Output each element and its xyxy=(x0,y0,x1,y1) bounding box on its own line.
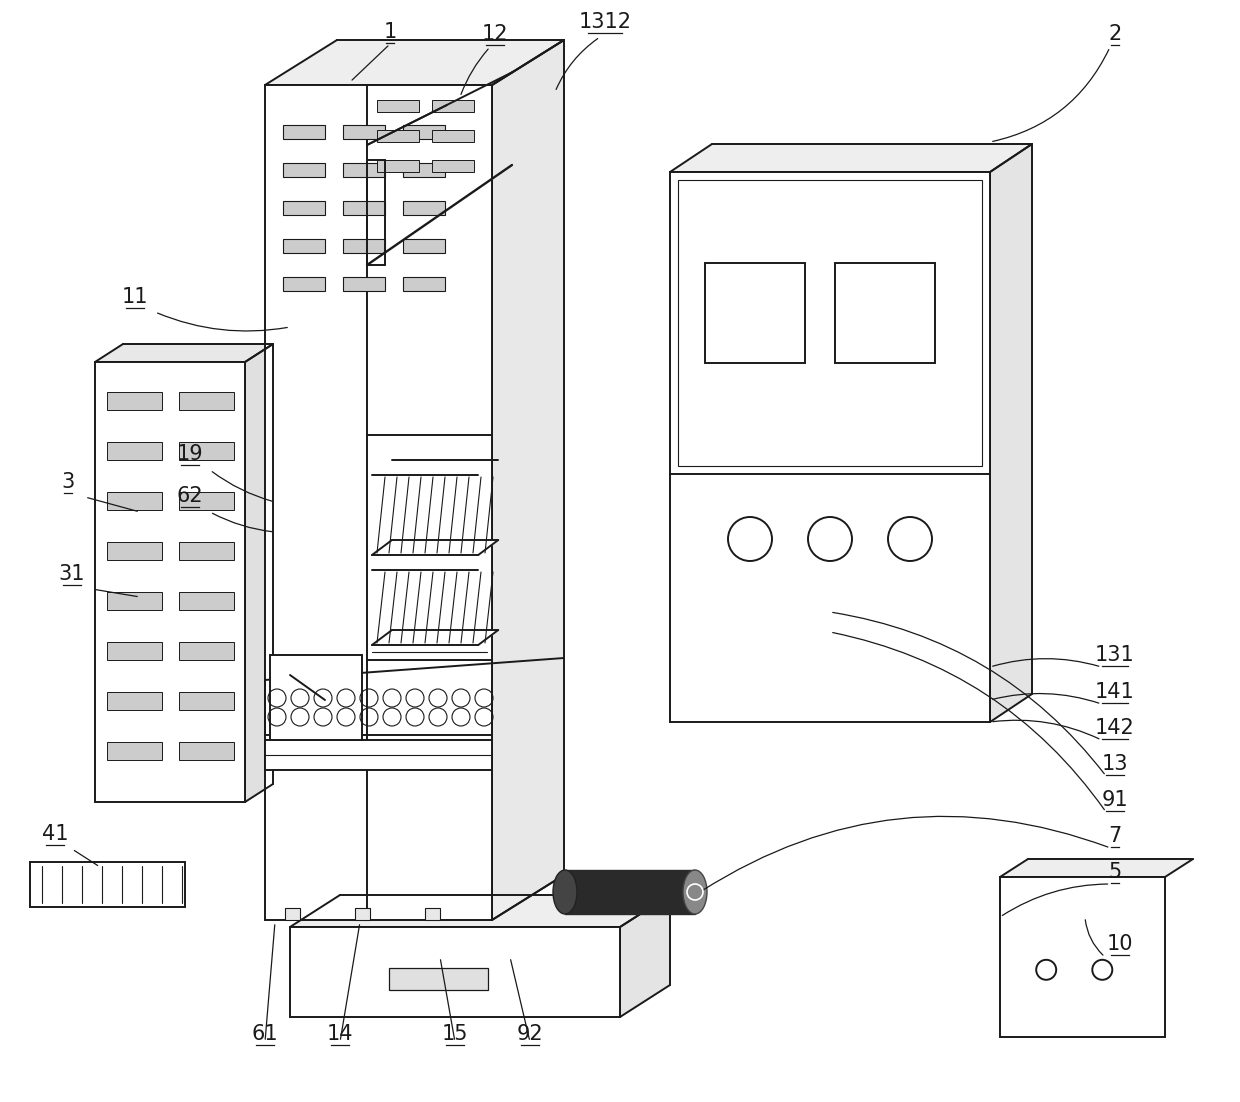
Bar xyxy=(30,862,185,907)
Text: 3: 3 xyxy=(61,472,74,491)
Bar xyxy=(377,100,419,112)
Bar xyxy=(377,130,419,142)
Bar xyxy=(432,130,474,142)
Bar xyxy=(265,85,492,920)
Text: 61: 61 xyxy=(252,1024,278,1044)
Text: 15: 15 xyxy=(441,1024,469,1044)
Text: 11: 11 xyxy=(122,287,149,307)
Bar xyxy=(179,491,234,510)
Bar xyxy=(179,392,234,410)
Polygon shape xyxy=(670,144,1032,172)
Bar xyxy=(706,263,805,363)
Bar xyxy=(179,742,234,760)
Polygon shape xyxy=(95,344,273,361)
Text: 5: 5 xyxy=(1109,862,1122,882)
Bar xyxy=(343,125,384,139)
Text: 14: 14 xyxy=(327,1024,353,1044)
Bar xyxy=(285,908,300,920)
Bar xyxy=(670,172,990,722)
Text: 91: 91 xyxy=(1101,790,1128,810)
Bar xyxy=(377,160,419,172)
Text: 19: 19 xyxy=(176,444,203,464)
Bar xyxy=(107,642,162,660)
Bar xyxy=(179,542,234,560)
Text: 62: 62 xyxy=(176,486,203,506)
Bar xyxy=(425,908,440,920)
Bar xyxy=(95,361,246,802)
Bar xyxy=(283,125,325,139)
Bar xyxy=(283,239,325,253)
Text: 1: 1 xyxy=(383,22,397,42)
Bar xyxy=(432,100,474,112)
Bar xyxy=(403,125,445,139)
Text: 12: 12 xyxy=(482,24,508,44)
Text: 13: 13 xyxy=(1102,754,1128,774)
Polygon shape xyxy=(265,40,564,85)
Bar xyxy=(343,163,384,177)
Text: 41: 41 xyxy=(42,824,68,844)
Text: 131: 131 xyxy=(1095,645,1135,665)
Bar xyxy=(835,263,935,363)
Polygon shape xyxy=(990,144,1032,722)
Polygon shape xyxy=(372,630,498,645)
Bar xyxy=(179,692,234,710)
Bar xyxy=(290,927,620,1017)
Polygon shape xyxy=(290,895,670,927)
Polygon shape xyxy=(246,344,273,802)
Bar xyxy=(343,277,384,291)
Bar xyxy=(179,442,234,460)
Text: 141: 141 xyxy=(1095,682,1135,702)
Bar xyxy=(343,201,384,215)
Bar xyxy=(107,592,162,611)
Text: 10: 10 xyxy=(1107,934,1133,954)
Bar xyxy=(999,877,1166,1037)
Bar xyxy=(179,642,234,660)
Bar xyxy=(343,239,384,253)
Bar xyxy=(107,442,162,460)
Bar xyxy=(107,491,162,510)
Polygon shape xyxy=(565,869,694,914)
Bar xyxy=(107,692,162,710)
Bar xyxy=(389,968,489,990)
Bar xyxy=(432,160,474,172)
Ellipse shape xyxy=(553,869,577,914)
Text: 142: 142 xyxy=(1095,719,1135,738)
Text: 7: 7 xyxy=(1109,826,1122,846)
Bar xyxy=(283,163,325,177)
Bar xyxy=(107,542,162,560)
Bar xyxy=(403,277,445,291)
Bar xyxy=(403,239,445,253)
Bar xyxy=(270,655,362,741)
Polygon shape xyxy=(492,40,564,920)
Bar xyxy=(355,908,370,920)
Text: 1312: 1312 xyxy=(579,12,631,32)
Polygon shape xyxy=(999,858,1193,877)
Text: 92: 92 xyxy=(517,1024,543,1044)
Bar xyxy=(265,741,492,770)
Text: 2: 2 xyxy=(1109,24,1122,44)
Text: 31: 31 xyxy=(58,564,86,584)
Polygon shape xyxy=(620,895,670,1017)
Bar xyxy=(403,163,445,177)
Bar xyxy=(283,277,325,291)
Bar xyxy=(107,742,162,760)
Polygon shape xyxy=(372,540,498,555)
Bar xyxy=(107,392,162,410)
Bar xyxy=(179,592,234,611)
Bar xyxy=(283,201,325,215)
Ellipse shape xyxy=(683,869,707,914)
Bar xyxy=(678,180,982,466)
Bar xyxy=(403,201,445,215)
